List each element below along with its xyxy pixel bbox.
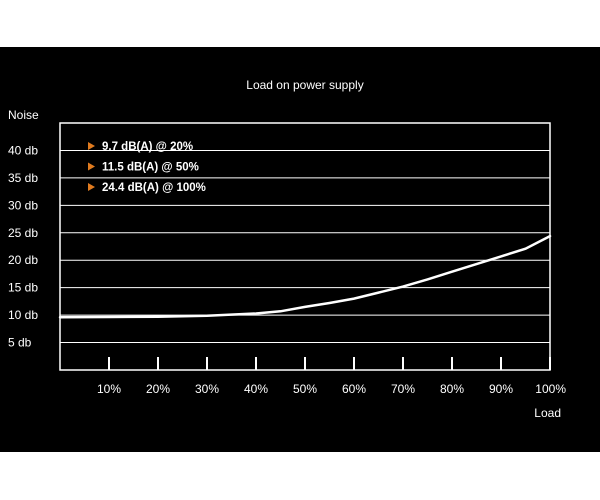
x-tick-label: 80% [440,382,464,396]
x-tick-label: 10% [97,382,121,396]
annotation-list: 9.7 dB(A) @ 20% 11.5 dB(A) @ 50% 24.4 dB(A… [88,141,206,194]
plot-frame [59,122,551,371]
bullet-triangle-icon [88,162,95,171]
grid-layer [60,149,551,370]
y-tick-label: 15 db [8,281,38,295]
y-axis-label: Noise [8,108,39,122]
chart-panel: Load on power supply Noise Load 5 db 10 d… [0,47,600,452]
x-tick-label: 90% [489,382,513,396]
y-tick-label: 40 db [8,143,38,157]
x-tick-label: 60% [342,382,366,396]
x-tick-label: 50% [293,382,317,396]
y-tick-label: 35 db [8,171,38,185]
x-tick-label: 70% [391,382,415,396]
y-tick-labels: 5 db 10 db 15 db 20 db 25 db 30 db 35 db 40 db [8,143,38,349]
y-tick-label: 5 db [8,336,32,350]
y-tick-label: 10 db [8,308,38,322]
annotation-item: 24.4 dB(A) @ 100% [102,182,206,194]
chart-title: Load on power supply [246,78,363,92]
x-tick-label: 30% [195,382,219,396]
bullet-triangle-icon [88,183,95,191]
annotation-item: 11.5 dB(A) @ 50% [102,162,199,174]
bullet-triangle-icon [88,142,95,150]
x-axis-label: Load [534,406,561,420]
y-tick-label: 30 db [8,198,38,212]
annotation-item: 9.7 dB(A) @ 20% [102,141,193,153]
x-tick-label: 20% [146,382,170,396]
x-tick-label: 40% [244,382,268,396]
y-tick-label: 20 db [8,253,38,267]
x-tick-label: 100% [535,382,566,396]
series-line-noise [58,234,552,319]
noise-chart: Load on power supply Noise Load 5 db 10 d… [8,78,566,420]
y-tick-label: 25 db [8,226,38,240]
x-tick-labels: 10% 20% 30% 40% 50% 60% 70% 80% 90% 100% [97,382,566,396]
